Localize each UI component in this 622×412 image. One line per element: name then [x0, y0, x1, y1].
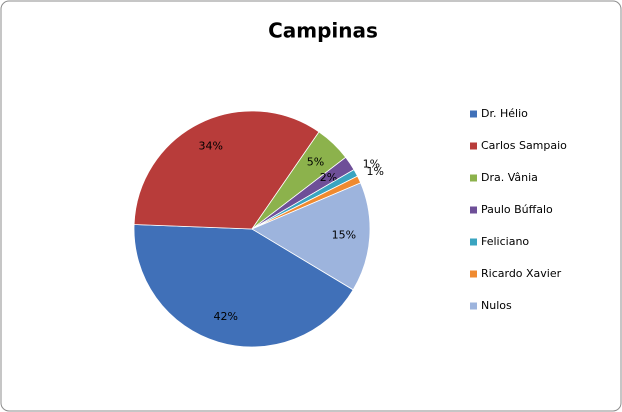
legend-label: Nulos	[481, 299, 512, 312]
data-label: 15%	[332, 228, 356, 241]
pie-slice	[251, 182, 371, 291]
legend-swatch	[470, 206, 477, 214]
legend-label: Paulo Búffalo	[481, 203, 553, 216]
legend-swatch	[470, 238, 477, 246]
legend-label: Dra. Vânia	[481, 171, 538, 184]
data-label: 1%	[363, 157, 380, 170]
legend-swatch	[470, 302, 477, 310]
data-label: 42%	[213, 310, 237, 323]
legend-label: Carlos Sampaio	[481, 139, 567, 152]
legend-swatch	[470, 110, 477, 118]
data-label: 2%	[320, 171, 337, 184]
pie-slice	[133, 110, 320, 230]
data-label: 34%	[199, 140, 223, 153]
legend-label: Dr. Hélio	[481, 107, 528, 120]
legend-swatch	[470, 174, 477, 182]
data-label: 5%	[307, 155, 324, 168]
legend-label: Feliciano	[481, 235, 529, 248]
legend-label: Ricardo Xavier	[481, 267, 562, 280]
legend-swatch	[470, 270, 477, 278]
chart-title: Campinas	[268, 19, 378, 43]
legend-swatch	[470, 142, 477, 150]
pie-slice	[133, 224, 354, 348]
data-label: 1%	[366, 165, 383, 178]
